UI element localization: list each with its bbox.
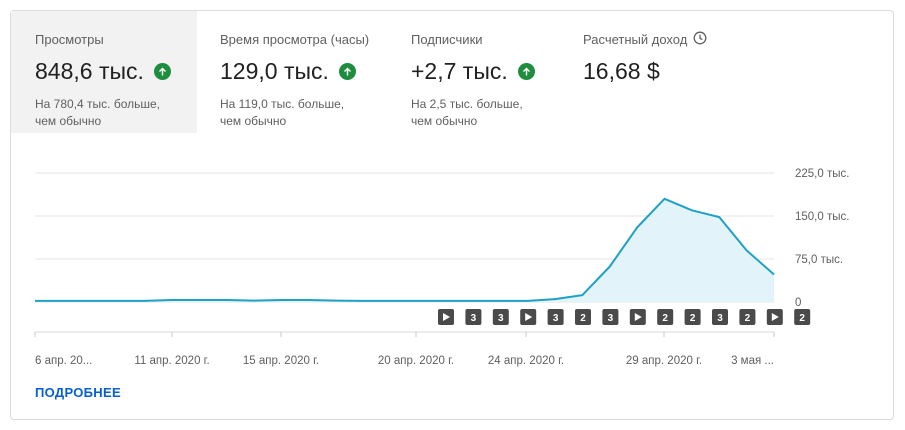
- metric-value: 16,68 $: [583, 57, 660, 84]
- metric-value: 848,6 тыс.: [35, 57, 144, 84]
- metric-revenue[interactable]: Расчетный доход 16,68 $: [563, 11, 763, 133]
- marker-badge: [712, 309, 728, 325]
- metric-label: Время просмотра (часы): [220, 31, 370, 47]
- metric-note: чем обычно: [411, 114, 478, 128]
- views-line: [35, 197, 775, 302]
- marker-badge: [602, 309, 619, 325]
- x-tick-label: 15 апр. 2020 г.: [243, 355, 319, 367]
- x-tick-label: 29 апр. 2020 г.: [626, 355, 702, 367]
- y-tick-label: 225,0 тыс.: [795, 168, 849, 180]
- y-tick-label: 75,0 тыс.: [795, 254, 843, 266]
- marker-badge: [657, 309, 674, 325]
- marker-badge: [492, 309, 509, 325]
- marker-badge: [794, 309, 811, 325]
- views-area: [35, 198, 774, 302]
- play-icon: [525, 313, 533, 321]
- views-chart: 225,0 тыс. 150,0 тыс. 75,0 тыс. 0 3 3 3 2 3 2 2 3 2 2…: [34, 168, 849, 367]
- marker-count: 2: [745, 313, 751, 324]
- marker-count: 3: [608, 313, 614, 324]
- metric-note: На 2,5 тыс. больше,: [411, 97, 523, 111]
- arrow-up-icon: [517, 62, 535, 80]
- play-icon: [443, 313, 450, 321]
- play-icon: [771, 313, 779, 321]
- arrow-up-icon: [338, 62, 356, 80]
- marker-count: 3: [471, 313, 477, 324]
- x-tick-label: 3 мая ...: [731, 355, 774, 367]
- metric-note: На 119,0 тыс. больше,: [220, 97, 345, 111]
- play-icon: [634, 313, 642, 321]
- metric-views[interactable]: Просмотры 848,6 тыс. На 780,4 тыс. больш…: [11, 11, 197, 133]
- analytics-card: Просмотры 848,6 тыс. На 780,4 тыс. больш…: [10, 10, 894, 420]
- metric-note: На 780,4 тыс. больше,: [35, 97, 160, 111]
- y-tick-label: 150,0 тыс.: [795, 211, 849, 223]
- marker-count: 2: [662, 313, 668, 324]
- marker-badge: [547, 309, 564, 325]
- marker-count: 2: [799, 313, 805, 324]
- metric-value: 129,0 тыс.: [220, 57, 329, 84]
- marker-count: 3: [553, 313, 559, 324]
- arrow-up-icon: [153, 62, 171, 80]
- metric-watch-time[interactable]: Время просмотра (часы) 129,0 тыс. На 119…: [197, 11, 387, 133]
- metric-label: Подписчики: [411, 31, 483, 47]
- y-tick-label: 0: [795, 297, 801, 309]
- metric-note: чем обычно: [220, 114, 287, 128]
- x-tick-label: 24 апр. 2020 г.: [488, 355, 564, 367]
- x-tick-label: 11 апр. 2020 г.: [134, 355, 209, 367]
- marker-badge: [465, 309, 482, 325]
- x-tick-label: 6 апр. 20...: [35, 355, 92, 367]
- metric-note: чем обычно: [35, 114, 102, 128]
- metrics-row: Просмотры 848,6 тыс. На 780,4 тыс. больш…: [11, 11, 893, 133]
- metric-label: Просмотры: [35, 31, 104, 47]
- marker-count: 2: [690, 313, 696, 324]
- more-link[interactable]: ПОДРОБНЕЕ: [35, 385, 121, 400]
- metric-subscribers[interactable]: Подписчики +2,7 тыс. На 2,5 тыс. больше,…: [387, 11, 563, 133]
- clock-icon: [693, 31, 707, 48]
- marker-count: 3: [717, 313, 723, 324]
- marker-count: 2: [580, 313, 586, 324]
- marker-badge: [575, 309, 591, 325]
- marker-badge: [684, 309, 701, 325]
- marker-badge: [739, 309, 756, 325]
- metric-value: +2,7 тыс.: [411, 57, 508, 84]
- x-tick-label: 20 апр. 2020 г.: [378, 355, 454, 367]
- metric-label: Расчетный доход: [583, 31, 688, 47]
- marker-count: 3: [498, 313, 504, 324]
